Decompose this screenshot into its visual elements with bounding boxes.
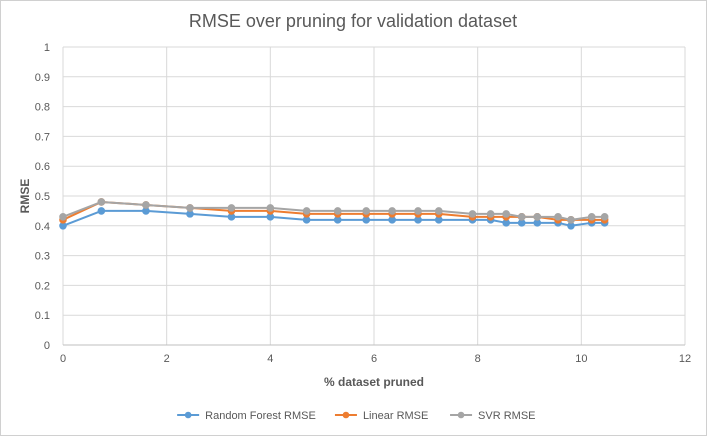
legend-label: Random Forest RMSE bbox=[205, 410, 316, 422]
data-point bbox=[266, 204, 275, 212]
y-tick-label: 1 bbox=[44, 42, 50, 54]
y-tick-label: 0.2 bbox=[35, 280, 50, 292]
y-tick-label: 0 bbox=[44, 340, 50, 352]
legend-item: SVR RMSE bbox=[450, 410, 536, 422]
legend-swatch-marker bbox=[342, 411, 350, 419]
data-point bbox=[362, 207, 371, 215]
x-tick-label: 6 bbox=[371, 353, 377, 365]
data-point bbox=[227, 204, 236, 212]
data-point bbox=[302, 207, 311, 215]
data-point bbox=[517, 213, 526, 221]
data-point bbox=[533, 213, 542, 221]
data-point bbox=[554, 213, 562, 221]
data-point bbox=[97, 207, 106, 215]
y-tick-label: 0.9 bbox=[35, 72, 50, 84]
y-axis-title: RMSE bbox=[18, 179, 32, 214]
data-point bbox=[486, 210, 495, 218]
data-point bbox=[186, 204, 194, 212]
x-tick-label: 0 bbox=[60, 353, 66, 365]
legend-item: Linear RMSE bbox=[334, 410, 428, 422]
legend-label: Linear RMSE bbox=[363, 410, 428, 422]
legend-swatch-marker bbox=[457, 411, 465, 419]
data-point bbox=[587, 213, 596, 221]
data-point bbox=[434, 207, 443, 215]
x-tick-label: 4 bbox=[267, 353, 273, 365]
y-tick-label: 0.7 bbox=[35, 131, 50, 143]
y-tick-label: 0.5 bbox=[35, 191, 50, 203]
y-tick-label: 0.4 bbox=[35, 221, 50, 233]
data-point bbox=[600, 213, 609, 221]
data-point bbox=[388, 207, 396, 215]
data-point bbox=[468, 210, 477, 218]
y-tick-label: 0.1 bbox=[35, 310, 50, 322]
data-point bbox=[333, 207, 342, 215]
x-axis-title: % dataset pruned bbox=[324, 375, 424, 389]
data-point bbox=[567, 216, 575, 224]
data-point bbox=[502, 210, 510, 218]
y-tick-label: 0.3 bbox=[35, 251, 50, 263]
y-tick-label: 0.6 bbox=[35, 161, 50, 173]
x-tick-label: 8 bbox=[475, 353, 481, 365]
legend: Random Forest RMSE Linear RMSE SVR RMSE bbox=[177, 410, 536, 422]
x-tick-label: 10 bbox=[575, 353, 587, 365]
x-tick-label: 2 bbox=[164, 353, 170, 365]
y-tick-label: 0.8 bbox=[35, 102, 50, 114]
data-point bbox=[97, 198, 106, 206]
data-point bbox=[142, 201, 150, 209]
x-tick-label: 12 bbox=[679, 353, 691, 365]
series-group bbox=[59, 198, 609, 230]
x-tick-labels: 0 2 4 6 8 10 12 bbox=[60, 353, 691, 365]
gridlines bbox=[62, 46, 686, 346]
y-tick-labels: 0 0.1 0.2 0.3 0.4 0.5 0.6 0.7 0.8 0.9 1 bbox=[35, 42, 50, 352]
legend-swatch-marker bbox=[184, 411, 192, 419]
data-point bbox=[59, 213, 67, 221]
legend-item: Random Forest RMSE bbox=[177, 410, 316, 422]
data-point bbox=[414, 207, 422, 215]
series-svr-rmse bbox=[59, 198, 609, 224]
chart-title: RMSE over pruning for validation dataset bbox=[189, 11, 517, 31]
legend-label: SVR RMSE bbox=[478, 410, 535, 422]
